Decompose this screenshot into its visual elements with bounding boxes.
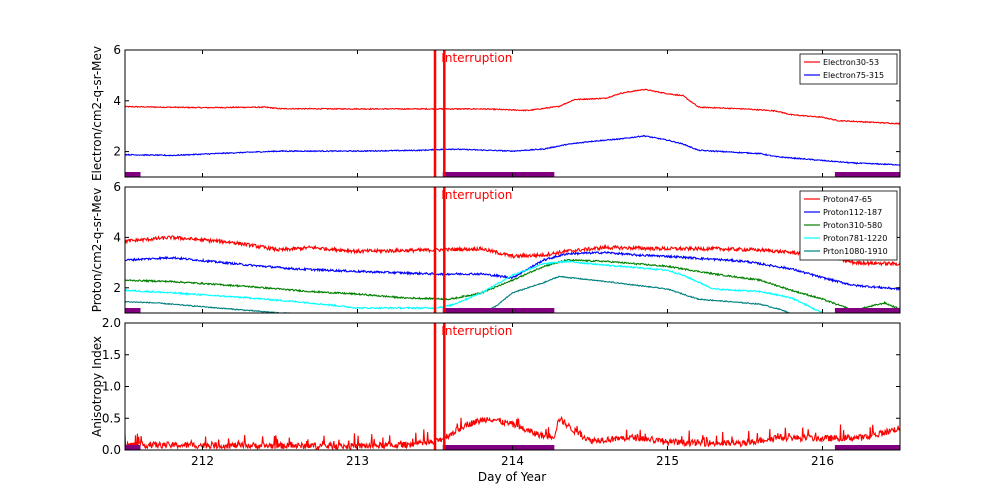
x-tick-label: 215 — [656, 454, 679, 468]
legend-label: Proton781-1220 — [823, 234, 887, 243]
y-axis-label: Electron/cm2-q-sr-Mev — [90, 46, 104, 181]
series-line-Prton1080-1910 — [125, 275, 792, 313]
y-tick-label: 4 — [113, 230, 121, 244]
y-tick-label: 1.0 — [102, 380, 121, 394]
y-tick-label: 4 — [113, 94, 121, 108]
y-tick-label: 6 — [113, 43, 121, 57]
plot-area — [125, 323, 900, 450]
legend: Proton47-65 Proton112-187 Proton310-580 Pro… — [799, 190, 898, 261]
data-gap-bar — [442, 172, 555, 177]
plot-area — [125, 187, 900, 313]
series-line-Anisotropy Index — [125, 415, 900, 450]
data-gap-bar — [442, 445, 555, 450]
x-axis-label: Day of Year — [478, 470, 546, 484]
series-group — [125, 415, 900, 450]
series-line-Proton47-65 — [125, 235, 900, 267]
data-gap-bar — [125, 445, 141, 450]
y-tick-label: 1.5 — [102, 348, 121, 362]
series-line-Proton310-580 — [125, 258, 900, 312]
legend-box — [799, 53, 898, 85]
interruption-label: Interruption — [441, 324, 512, 338]
plot-area — [125, 50, 900, 177]
legend-label: Proton47-65 — [823, 195, 872, 204]
legend-label: Electron75-315 — [823, 71, 884, 80]
chart-panels: Interruption 2 4 6 Electron/cm2-q-sr-Mev Elec… — [90, 43, 901, 468]
series-line-Electron30-53 — [125, 88, 900, 125]
data-gap-bar — [834, 308, 900, 313]
data-gap-bar — [834, 445, 900, 450]
legend: Electron30-53 Electron75-315 — [799, 53, 898, 85]
y-axis-label: Anisotropy Index — [90, 336, 104, 437]
panel-electron: Interruption 2 4 6 Electron/cm2-q-sr-Mev Elec… — [90, 43, 901, 181]
data-gap-bar — [125, 172, 141, 177]
x-tick-label: 214 — [501, 454, 524, 468]
panel-anisotropy: Interruption 0.0 0.5 1.0 1.5 2.0 212 213 214 215 2… — [90, 316, 901, 468]
y-tick-label: 2 — [113, 281, 121, 295]
y-tick-label: 0.5 — [102, 411, 121, 425]
legend-label: Prton1080-1910 — [823, 247, 888, 256]
y-tick-label: 2.0 — [102, 316, 121, 330]
legend-label: Proton112-187 — [823, 208, 882, 217]
interruption-label: Interruption — [441, 51, 512, 65]
interruption-label: Interruption — [441, 188, 512, 202]
data-gap-bar — [125, 308, 141, 313]
y-tick-label: 6 — [113, 180, 121, 194]
x-tick-label: 212 — [191, 454, 214, 468]
series-line-Proton781-1220 — [125, 259, 823, 313]
series-group — [125, 235, 900, 313]
series-line-Proton112-187 — [125, 250, 900, 291]
data-gap-bar — [442, 308, 555, 313]
legend-label: Electron30-53 — [823, 58, 879, 67]
data-gap-bar — [834, 172, 900, 177]
x-tick-label: 213 — [346, 454, 369, 468]
series-group — [125, 88, 900, 166]
y-tick-label: 2 — [113, 145, 121, 159]
panel-proton: Interruption 2 4 6 Proton/cm2-q-sr-Mev Proton… — [90, 180, 901, 314]
y-tick-label: 0.0 — [102, 443, 121, 457]
x-tick-label: 216 — [811, 454, 834, 468]
series-line-Electron75-315 — [125, 134, 900, 166]
legend-label: Proton310-580 — [823, 221, 882, 230]
y-axis-label: Proton/cm2-q-sr-Mev — [90, 188, 104, 313]
